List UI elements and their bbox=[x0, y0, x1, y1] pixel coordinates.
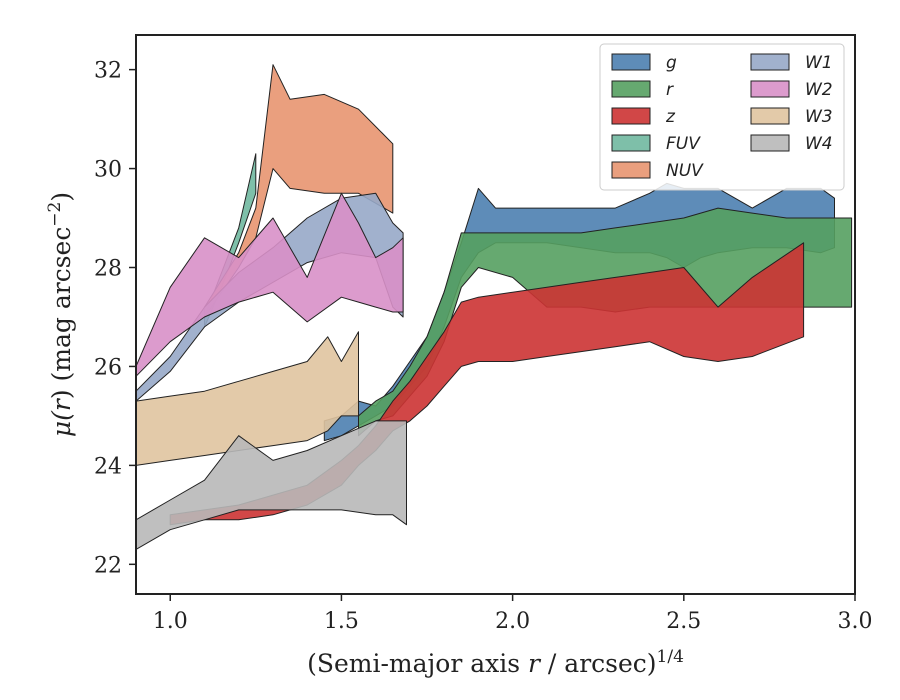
x-tick-label: 1.0 bbox=[153, 609, 188, 634]
legend-swatch-w1 bbox=[750, 53, 790, 71]
legend: grz FUV NUV W1 W2 W3 W4 bbox=[599, 43, 845, 191]
x-axis-label: (Semi-major axis r / arcsec)1/4 bbox=[307, 647, 684, 678]
x-tick-label: 2.0 bbox=[495, 609, 530, 634]
legend-swatch-fuv bbox=[611, 134, 651, 152]
series-band-w4 bbox=[136, 420, 407, 550]
legend-label-w3: W3 bbox=[805, 107, 833, 127]
legend-label-g: g bbox=[666, 53, 677, 73]
y-tick-label: 26 bbox=[94, 355, 122, 380]
y-axis-label: μ(r) (mag arcsec−2) bbox=[45, 192, 76, 437]
legend-label-z: z bbox=[665, 107, 676, 127]
x-tick-label: 2.5 bbox=[666, 609, 701, 634]
plot-frame bbox=[135, 34, 856, 595]
series-layer bbox=[136, 64, 853, 550]
legend-swatch-nuv bbox=[611, 161, 651, 179]
legend-label-w1: W1 bbox=[805, 53, 833, 73]
legend-swatch-w2 bbox=[750, 80, 790, 98]
y-tick-label: 22 bbox=[94, 553, 122, 578]
legend-swatch-g bbox=[611, 53, 651, 71]
legend-swatch-z bbox=[611, 107, 651, 125]
legend-label-nuv: NUV bbox=[666, 161, 704, 181]
series-band-r bbox=[358, 207, 853, 437]
series-band-nuv bbox=[204, 64, 394, 318]
y-tick-label: 32 bbox=[94, 59, 122, 84]
legend-label-w2: W2 bbox=[805, 80, 833, 100]
legend-swatch-w4 bbox=[750, 134, 790, 152]
ticks-layer: 1.0 1.5 2.0 2.5 3.0 22 24 26 28 30 32 bbox=[94, 59, 873, 634]
y-tick-label: 24 bbox=[94, 454, 122, 479]
x-tick-label: 3.0 bbox=[838, 609, 873, 634]
x-tick-label: 1.5 bbox=[324, 609, 359, 634]
legend-label-r: r bbox=[666, 80, 674, 100]
y-tick-label: 30 bbox=[94, 158, 122, 183]
legend-swatch-w3 bbox=[750, 107, 790, 125]
series-band-w2 bbox=[136, 192, 404, 377]
legend-swatch-r bbox=[611, 80, 651, 98]
y-tick-label: 28 bbox=[94, 257, 122, 282]
legend-label-w4: W4 bbox=[805, 134, 833, 154]
legend-label-fuv: FUV bbox=[666, 134, 701, 154]
